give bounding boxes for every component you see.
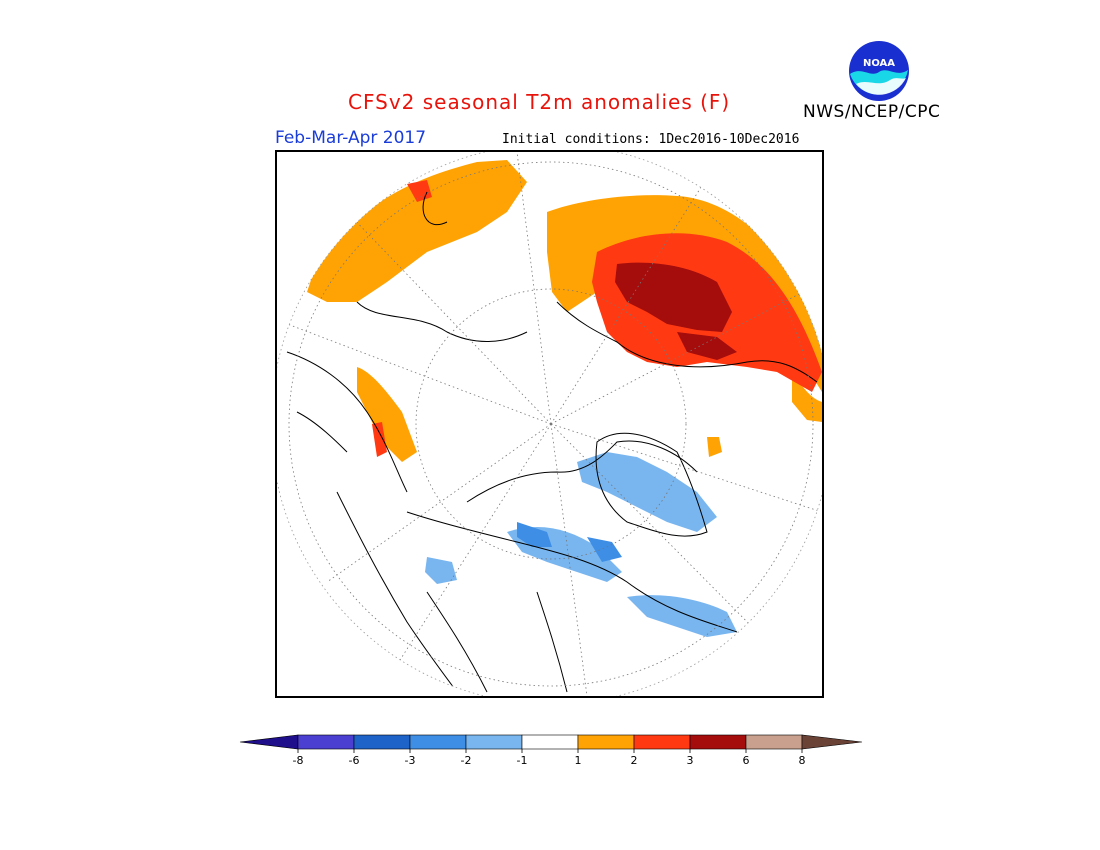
coastline-africa [556,301,818,383]
anomaly-region-asia-red [372,422,387,457]
colorbar-tick-label: -8 [293,754,304,767]
coastline-north-america [406,511,738,693]
map-panel [275,150,824,698]
colorbar-tick-label: -6 [349,754,360,767]
colorbar-legend: -8 -6 -3 -2 -1 1 2 3 6 8 [239,734,863,767]
meridian-10 [550,281,822,425]
anomaly-region-east-orange [707,437,722,457]
anomaly-region-pacific-orange [792,377,822,422]
colorbar-tick-label: -3 [405,754,416,767]
agency-label: NWS/NCEP/CPC [803,102,941,122]
colorbar-tick-label: 3 [687,754,694,767]
coastline-pacific [336,491,458,693]
forecast-period: Feb-Mar-Apr 2017 [275,128,427,148]
meridian-7 [326,423,552,583]
colorbar-bin-2 [353,734,411,750]
colorbar-bin-3 [409,734,467,750]
anomaly-region-arctic-blue [517,522,552,547]
colorbar-tick-label: -2 [461,754,472,767]
polar-map [277,152,822,696]
coastline-arctic [466,440,698,503]
coastline-asia [286,351,408,493]
anomaly-region-canada-blue-2 [587,537,622,562]
meridian-4 [550,423,588,696]
colorbar-tick-label: -1 [517,754,528,767]
colorbar-bin-4 [465,734,523,750]
initial-conditions: Initial conditions: 1Dec2016-10Dec2016 [502,132,800,147]
anomaly-region-sahel-darkred [677,332,737,360]
anomaly-region-sahara-darkred [615,262,732,332]
colorbar-bin-1 [297,734,355,750]
coastline-europe [356,191,528,342]
colorbar-bin-0 [239,734,299,750]
colorbar-tick-label: 6 [743,754,750,767]
noaa-logo: NOAA [849,41,909,101]
colorbar-tick-label: 2 [631,754,638,767]
colorbar-tick-label: 8 [799,754,806,767]
colorbar-bin-6 [577,734,635,750]
colorbar-tick-label: 1 [575,754,582,767]
anomaly-region-europe-red [407,180,432,202]
logo-text: NOAA [863,58,895,69]
chart-title: CFSv2 seasonal T2m anomalies (F) [348,90,731,114]
meridian-1 [516,152,552,425]
latitude-circle-60 [415,288,687,560]
anomaly-region-hudson-blue [627,595,737,637]
anomaly-region-europe-orange [307,160,527,302]
meridian-3 [281,321,552,425]
colorbar-bin-10 [801,734,863,750]
anomaly-region-greenland-blue [577,452,717,532]
colorbar-bin-9 [745,734,803,750]
meridian-6 [376,423,552,696]
anomaly-region-asia-orange [357,367,417,462]
colorbar-bin-7 [633,734,691,750]
anomaly-region-alaska-blue [425,557,457,584]
coastline-greenland [595,432,708,537]
colorbar-bin-5 [521,734,579,750]
colorbar-bin-8 [689,734,747,750]
latitude-circle-30 [288,161,814,687]
